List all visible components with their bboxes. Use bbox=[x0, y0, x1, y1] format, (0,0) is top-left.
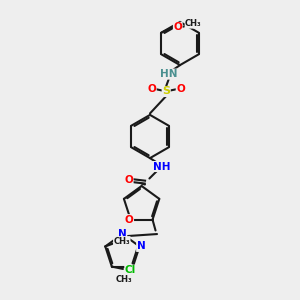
Text: N: N bbox=[136, 242, 146, 251]
Text: O: O bbox=[125, 214, 134, 225]
Text: HN: HN bbox=[160, 69, 177, 79]
Text: Cl: Cl bbox=[125, 265, 136, 275]
Text: O: O bbox=[147, 84, 156, 94]
Text: CH₃: CH₃ bbox=[113, 236, 130, 245]
Text: O: O bbox=[176, 84, 185, 94]
Text: N: N bbox=[118, 229, 127, 239]
Text: S: S bbox=[162, 86, 170, 97]
Text: O: O bbox=[124, 175, 133, 185]
Text: CH₃: CH₃ bbox=[185, 19, 202, 28]
Text: NH: NH bbox=[153, 161, 170, 172]
Text: O: O bbox=[173, 22, 182, 32]
Text: CH₃: CH₃ bbox=[116, 275, 132, 284]
